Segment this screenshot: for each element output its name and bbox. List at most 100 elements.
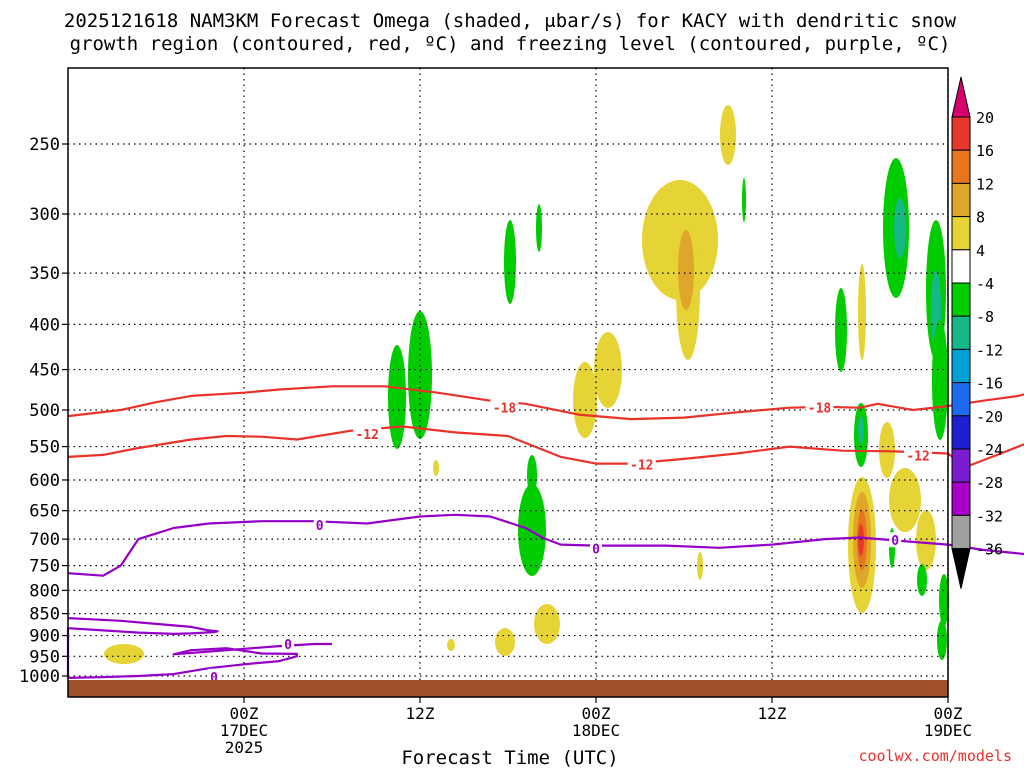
colorbar-label: -8 <box>976 308 994 326</box>
omega-shade-8 <box>678 230 694 310</box>
omega-shade-0 <box>388 345 406 449</box>
colorbar-label: 20 <box>976 109 994 127</box>
contour-label: 0 <box>284 638 292 653</box>
omega-shade-10 <box>742 178 746 222</box>
colorbar-box-3 <box>951 216 971 251</box>
x-tick-label: 12Z <box>758 704 787 723</box>
plot-frame <box>67 67 949 698</box>
y-tick-label: 900 <box>29 627 60 647</box>
colorbar-label: -32 <box>976 507 1003 525</box>
omega-shade-5 <box>518 484 546 576</box>
colorbar-box-1 <box>951 149 971 184</box>
colorbar-label: -24 <box>976 441 1003 459</box>
colorbar-bottom-arrow <box>951 548 971 589</box>
colorbar-box-9 <box>951 415 971 450</box>
contour-label: -12 <box>630 458 653 473</box>
colorbar-box-0 <box>951 116 971 151</box>
contour-label-bg <box>490 399 519 415</box>
y-tick-label: 1000 <box>19 667 60 687</box>
colorbar: 20 16 12 8 4 -4 -8 -12 -16 -20 -24 -28 -32 -36 <box>951 76 1003 589</box>
omega-shade-18 <box>835 288 847 372</box>
omega-shade-34 <box>697 552 703 580</box>
terrain-ground <box>68 680 948 697</box>
x-tick-label: 19DEC <box>924 721 972 740</box>
colorbar-label: -36 <box>976 541 1003 559</box>
x-tick-label: 00Z <box>230 704 259 723</box>
omega-shade-9 <box>720 105 736 165</box>
contour-line-0 <box>67 385 1024 421</box>
contour-label-bg <box>627 456 656 472</box>
omega-shading <box>104 105 949 664</box>
y-tick-label: 750 <box>29 557 60 577</box>
omega-shade-33 <box>433 460 439 476</box>
y-tick-label: 400 <box>29 315 60 335</box>
contour-label: -18 <box>808 402 832 417</box>
chart-title-line2: growth region (contoured, red, ºC) and f… <box>70 33 951 55</box>
colorbar-box-5 <box>951 282 971 317</box>
omega-shade-14 <box>894 198 906 258</box>
pressure-axis: 2503003504004505005506006507007508008509… <box>19 135 68 687</box>
contour-label: 0 <box>210 671 218 686</box>
colorbar-label: 12 <box>976 175 994 193</box>
y-tick-label: 350 <box>29 264 60 284</box>
colorbar-label: 4 <box>976 242 985 260</box>
x-tick-label: 12Z <box>406 704 435 723</box>
y-tick-label: 650 <box>29 502 60 522</box>
y-tick-label: 700 <box>29 530 60 550</box>
contour-label: -12 <box>906 450 929 465</box>
omega-shade-24 <box>916 510 936 570</box>
colorbar-label: -12 <box>976 341 1003 359</box>
omega-shade-31 <box>939 574 949 626</box>
contour-label: 0 <box>891 534 899 549</box>
x-axis-label: Forecast Time (UTC) <box>401 747 618 768</box>
omega-shade-22 <box>879 422 895 478</box>
colorbar-box-12 <box>951 514 971 550</box>
plot-grid <box>68 68 949 697</box>
y-tick-label: 850 <box>29 605 60 625</box>
omega-shade-35 <box>104 644 144 664</box>
colorbar-label: -28 <box>976 474 1003 492</box>
omega-shade-2 <box>504 220 516 304</box>
y-tick-label: 950 <box>29 647 60 667</box>
y-tick-label: 450 <box>29 361 60 381</box>
credit-link[interactable]: coolwx.com/models <box>858 747 1012 765</box>
omega-shade-23 <box>889 468 921 532</box>
y-tick-label: 800 <box>29 581 60 601</box>
colorbar-label: 8 <box>976 209 985 227</box>
omega-shade-37 <box>495 628 515 656</box>
contour-label-bg <box>313 517 326 533</box>
colorbar-box-2 <box>951 182 971 218</box>
contour-label-bg <box>590 540 602 556</box>
omega-shade-21 <box>858 416 864 444</box>
contour-label-bg <box>353 425 382 441</box>
contour-label-bg <box>904 447 933 463</box>
contour-label: -12 <box>355 428 378 443</box>
colorbar-label: -16 <box>976 375 1003 393</box>
colorbar-box-8 <box>951 382 971 417</box>
omega-shade-17 <box>932 320 948 440</box>
x-tick-label: 00Z <box>582 704 611 723</box>
omega-shade-30 <box>917 564 927 596</box>
contour-line-3 <box>66 617 332 680</box>
contour-label: -18 <box>493 402 517 417</box>
colorbar-box-11 <box>951 481 971 516</box>
y-tick-label: 300 <box>29 205 60 225</box>
colorbar-label: 16 <box>976 142 994 160</box>
omega-shade-3 <box>536 204 542 252</box>
y-tick-label: 600 <box>29 471 60 491</box>
omega-shade-38 <box>534 604 560 644</box>
contour-labels: -18 -18 -12 -12 -12 0 0 0 0 0 <box>208 399 933 686</box>
contour-label: 0 <box>316 519 324 534</box>
x-tick-label: 17DEC <box>220 721 268 740</box>
colorbar-label: -4 <box>976 275 994 293</box>
omega-shade-1 <box>408 311 432 439</box>
omega-shade-36 <box>447 639 455 651</box>
omega-shade-32 <box>937 620 947 660</box>
colorbar-top-arrow <box>951 76 971 118</box>
contour-label-bg <box>805 399 834 415</box>
colorbar-box-7 <box>951 348 971 384</box>
x-tick-label: 2025 <box>225 738 264 757</box>
x-tick-label: 18DEC <box>572 721 620 740</box>
